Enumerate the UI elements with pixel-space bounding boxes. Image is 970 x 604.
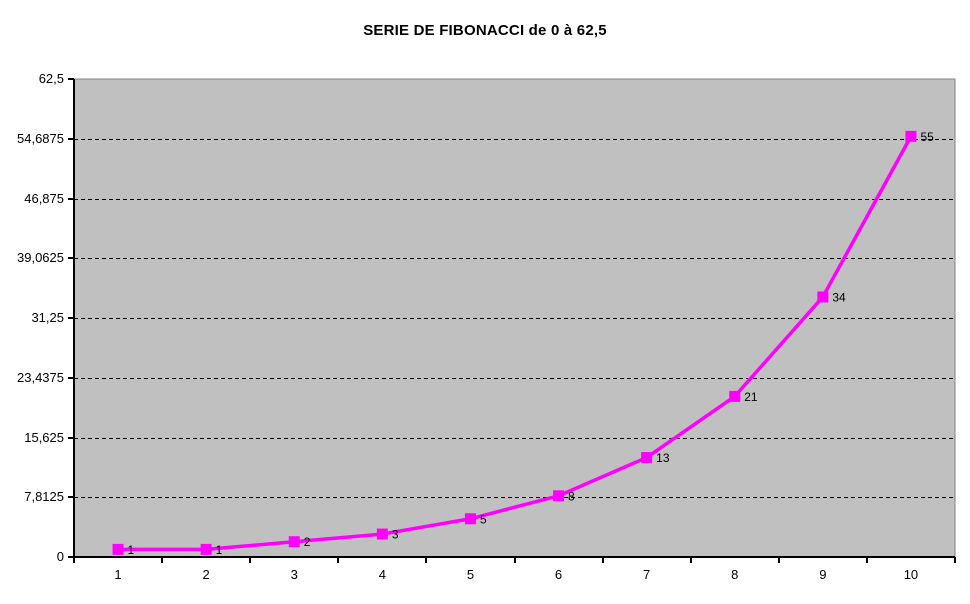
data-point-label: 21 [744, 390, 758, 404]
y-tick-label: 54,6875 [17, 131, 64, 146]
x-tick-label: 10 [904, 567, 918, 582]
y-tick-label: 39,0625 [17, 250, 64, 265]
data-point-marker [817, 291, 829, 303]
x-tick-label: 7 [643, 567, 650, 582]
data-point-label: 55 [920, 130, 934, 144]
x-tick-label: 5 [467, 567, 474, 582]
data-point-marker [376, 528, 388, 540]
x-tick-label: 1 [114, 567, 121, 582]
data-point-label: 13 [656, 451, 670, 465]
data-point-marker [112, 543, 124, 555]
x-tick-label: 9 [819, 567, 826, 582]
data-point-label: 1 [216, 543, 223, 557]
y-tick-label: 7,8125 [24, 489, 64, 504]
x-tick-label: 3 [291, 567, 298, 582]
data-point-label: 8 [568, 489, 575, 503]
data-point-label: 1 [128, 543, 135, 557]
data-point-marker [288, 536, 300, 548]
y-tick-label: 23,4375 [17, 370, 64, 385]
chart-title: SERIE DE FIBONACCI de 0 à 62,5 [363, 22, 607, 39]
x-tick-label: 8 [731, 567, 738, 582]
x-tick-label: 2 [203, 567, 210, 582]
data-point-marker [641, 452, 653, 464]
plot-area [73, 78, 956, 558]
data-point-marker [729, 390, 741, 402]
data-point-label: 34 [832, 290, 846, 304]
data-point-marker [464, 513, 476, 525]
data-point-marker [905, 130, 917, 142]
x-tick-label: 4 [379, 567, 386, 582]
y-tick-label: 15,625 [24, 430, 64, 445]
y-tick-label: 62,5 [39, 71, 64, 86]
series-line [116, 134, 913, 552]
data-point-label: 5 [480, 512, 487, 526]
y-tick-label: 0 [57, 549, 64, 564]
data-point-label: 3 [392, 528, 399, 542]
data-point-label: 2 [304, 535, 311, 549]
x-tick-label: 6 [555, 567, 562, 582]
data-point-marker [200, 543, 212, 555]
y-tick-label: 46,875 [24, 191, 64, 206]
data-point-marker [553, 490, 565, 502]
y-tick-label: 31,25 [31, 310, 64, 325]
